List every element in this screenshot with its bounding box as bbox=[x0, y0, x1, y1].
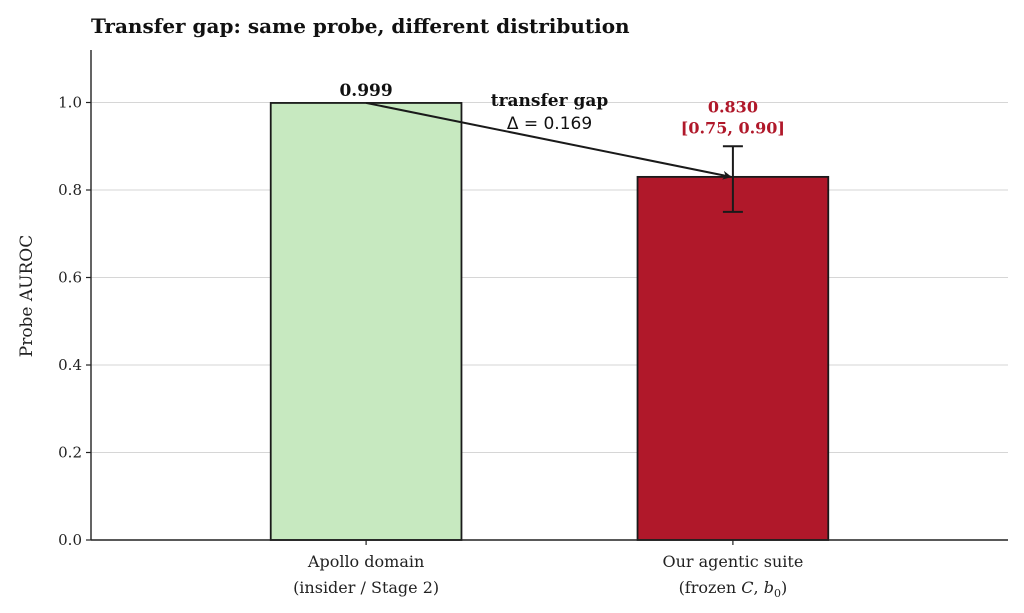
x-tick-label: (frozen C, b0) bbox=[679, 578, 788, 600]
x-tick-label-part: , bbox=[754, 578, 764, 597]
annotation-title: transfer gap bbox=[491, 91, 609, 111]
x-tick-label: Our agentic suite bbox=[662, 552, 803, 571]
x-tick-label-part: 0 bbox=[774, 587, 781, 600]
x-tick-label: Apollo domain bbox=[307, 552, 424, 571]
x-tick-label-part: b bbox=[764, 578, 774, 597]
x-tick-label-part: ) bbox=[781, 578, 787, 597]
gridlines bbox=[91, 102, 1008, 453]
tick-labels: 0.0 0.2 0.4 0.6 0.8 1.0 Apollo domain (insider … bbox=[58, 94, 803, 601]
y-tick-label: 0.8 bbox=[58, 181, 82, 199]
transfer-gap-arrow bbox=[365, 101, 732, 180]
x-tick-label-part: (frozen bbox=[679, 578, 742, 597]
bar bbox=[636, 175, 830, 541]
error-bar-group bbox=[722, 145, 743, 213]
x-tick-label-part: C bbox=[741, 578, 753, 597]
bar-group bbox=[269, 102, 830, 541]
data-labels: transfer gap Δ = 0.169 0.999 0.830 [0.75, 0.… bbox=[339, 81, 785, 137]
y-tick-label: 0.4 bbox=[58, 356, 82, 374]
transfer-gap-arrow-group bbox=[365, 101, 732, 180]
annotation-delta: Δ = 0.169 bbox=[507, 114, 592, 134]
value-label: 0.830 bbox=[708, 97, 758, 116]
y-tick-label: 1.0 bbox=[58, 94, 82, 112]
bar bbox=[269, 102, 463, 541]
x-tick-label: (insider / Stage 2) bbox=[293, 578, 439, 597]
y-tick-label: 0.6 bbox=[58, 269, 82, 287]
value-label: 0.999 bbox=[339, 81, 392, 101]
y-tick-label: 0.0 bbox=[58, 531, 82, 549]
ci-label: [0.75, 0.90] bbox=[681, 118, 785, 137]
y-axis-label: Probe AUROC bbox=[17, 235, 37, 358]
axes bbox=[86, 50, 1008, 545]
y-tick-label: 0.2 bbox=[58, 444, 82, 462]
chart-title: Transfer gap: same probe, different dist… bbox=[91, 14, 630, 38]
